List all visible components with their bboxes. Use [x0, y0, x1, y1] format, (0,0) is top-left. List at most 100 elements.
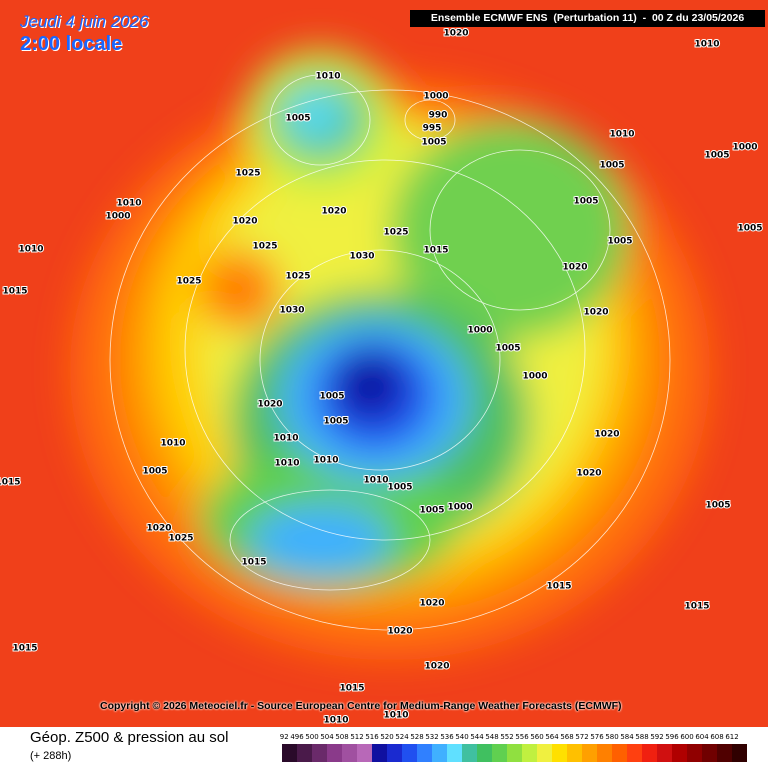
isobar-label: 1005 — [705, 501, 730, 511]
isobar-label: 1020 — [257, 400, 282, 410]
colorbar-label: 500 — [305, 733, 318, 741]
color-swatch — [477, 744, 492, 762]
isobar-label: 1010 — [160, 439, 185, 449]
colorbar-label: 572 — [575, 733, 588, 741]
colorbar-label: 512 — [350, 733, 363, 741]
isobar-label: 1010 — [323, 716, 348, 726]
colorbar-label: 592 — [650, 733, 663, 741]
isobar-label: 1015 — [339, 684, 364, 694]
isobar-label: 1010 — [315, 72, 340, 82]
color-swatch — [717, 744, 732, 762]
isobar-label: 1015 — [684, 602, 709, 612]
colorbar-label: 584 — [620, 733, 634, 741]
color-swatch — [312, 744, 327, 762]
colorbar-label: 520 — [380, 733, 393, 741]
isobar-label: 1000 — [522, 372, 547, 382]
color-swatch — [642, 744, 657, 762]
colorbar-label: 548 — [485, 733, 498, 741]
isobar-label: 1015 — [0, 478, 21, 488]
isobar-label: 1005 — [737, 224, 762, 234]
color-swatch — [537, 744, 552, 762]
color-swatch — [462, 744, 477, 762]
isobar-label: 1000 — [423, 92, 448, 102]
isobar-label: 1005 — [573, 197, 598, 207]
isobar-label: 1000 — [105, 212, 130, 222]
isobar-label: 1010 — [609, 130, 634, 140]
isobar-label: 1005 — [285, 114, 310, 124]
colorbar-label: 608 — [710, 733, 723, 741]
isobar-label: 1025 — [383, 228, 408, 238]
isobar-label: 1010 — [363, 476, 388, 486]
field-shading — [70, 50, 710, 660]
color-swatch — [327, 744, 342, 762]
colorbar-label: 544 — [470, 733, 484, 741]
colorbar-label: 532 — [425, 733, 438, 741]
color-swatch — [567, 744, 582, 762]
isobar-label: 1010 — [313, 456, 338, 466]
isobar-label: 1005 — [495, 344, 520, 354]
color-swatch — [582, 744, 597, 762]
isobar-label: 1025 — [168, 534, 193, 544]
isobar-label: 1005 — [704, 151, 729, 161]
colorbar-label: 604 — [695, 733, 709, 741]
isobar-label: 1020 — [419, 599, 444, 609]
color-swatch — [342, 744, 357, 762]
color-swatch — [552, 744, 567, 762]
isobar-label: 990 — [429, 111, 448, 121]
color-swatch — [657, 744, 672, 762]
legend-title: Géop. Z500 & pression au sol — [30, 729, 229, 746]
colorbar-label: 576 — [590, 733, 604, 741]
isobar-label: 1010 — [274, 459, 299, 469]
color-swatch — [297, 744, 312, 762]
isobar-label: 1020 — [424, 662, 449, 672]
colorbar-label: 540 — [455, 733, 468, 741]
colorbar-label: 580 — [605, 733, 618, 741]
colorbar-label: 528 — [410, 733, 423, 741]
isobar-label: 1030 — [349, 252, 374, 262]
isobar-label: 1010 — [694, 40, 719, 50]
isobar-label: 1030 — [279, 306, 304, 316]
isobar-label: 1005 — [142, 467, 167, 477]
isobar-label: 1000 — [467, 326, 492, 336]
isobar-label: 1015 — [2, 287, 27, 297]
isobar-label: 1020 — [321, 207, 346, 217]
isobar-label: 1015 — [241, 558, 266, 568]
legend-subtitle: (+ 288h) — [30, 750, 72, 762]
color-swatch — [672, 744, 687, 762]
colorbar-label: 508 — [335, 733, 348, 741]
isobar-label: 1020 — [583, 308, 608, 318]
color-swatch — [732, 744, 747, 762]
color-swatch — [597, 744, 612, 762]
isobars — [109, 74, 671, 631]
isobar-label: 1015 — [12, 644, 37, 654]
isobar-label: 1005 — [387, 483, 412, 493]
colorbar-label: 600 — [680, 733, 693, 741]
colorbar-label: 568 — [560, 733, 573, 741]
isobar-label: 1020 — [576, 469, 601, 479]
colorbar: 4924965005045085125165205245285325365405… — [280, 733, 747, 762]
isobar-label: 1005 — [421, 138, 446, 148]
isobar-label: 1025 — [176, 277, 201, 287]
forecast-time: 2:00 locale — [20, 33, 123, 55]
isobar-label: 1010 — [18, 245, 43, 255]
isobar-label: 1020 — [443, 29, 468, 39]
color-swatch — [522, 744, 537, 762]
colorbar-label: 612 — [725, 733, 738, 741]
isobar-label: 1020 — [232, 217, 257, 227]
isobar-label: 1025 — [252, 242, 277, 252]
color-swatch — [432, 744, 447, 762]
color-swatch — [387, 744, 402, 762]
colorbar-label: 524 — [395, 733, 409, 741]
color-swatch — [447, 744, 462, 762]
isobar-label: 1020 — [146, 524, 171, 534]
colorbar-label: 536 — [440, 733, 454, 741]
isobar-label: 1010 — [383, 711, 408, 721]
isobar-label: 995 — [423, 124, 442, 134]
isobar-label: 1015 — [546, 582, 571, 592]
color-swatch — [627, 744, 642, 762]
colorbar-label: 556 — [515, 733, 529, 741]
color-swatch — [402, 744, 417, 762]
isobar-label: 1010 — [273, 434, 298, 444]
run-info: Ensemble ECMWF ENS (Perturbation 11) - 0… — [410, 10, 765, 27]
